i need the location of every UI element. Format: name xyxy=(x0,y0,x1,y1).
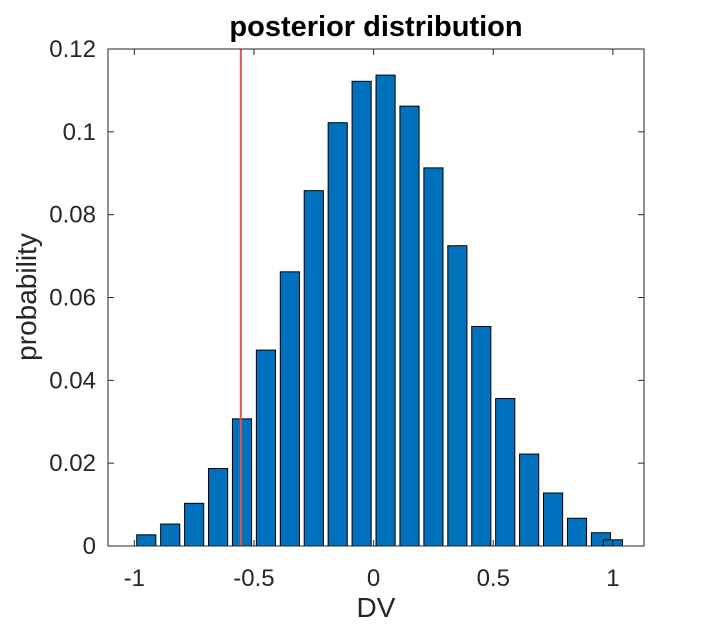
chart-title: posterior distribution xyxy=(229,11,522,43)
bar xyxy=(519,453,540,547)
y-tick-label: 0.12 xyxy=(49,36,96,63)
bar xyxy=(375,74,396,547)
y-tick-label: 0.02 xyxy=(49,450,96,477)
y-axis-label: probability xyxy=(11,233,42,361)
y-tick-label: 0.06 xyxy=(49,285,96,312)
x-tick-label: -0.5 xyxy=(233,565,274,592)
bar xyxy=(399,105,420,547)
bar xyxy=(184,502,205,547)
y-tick-label: 0.04 xyxy=(49,367,96,394)
x-tick-label: 1 xyxy=(606,565,619,592)
bar xyxy=(279,271,300,547)
bar xyxy=(327,122,348,547)
bar xyxy=(303,190,324,547)
bar xyxy=(208,468,229,547)
x-tick-label: -1 xyxy=(124,565,145,592)
bar xyxy=(423,167,444,547)
bar xyxy=(255,349,277,547)
bar xyxy=(447,245,468,547)
bar xyxy=(160,523,181,547)
x-axis-label: DV xyxy=(357,592,396,623)
x-tick-label: 0 xyxy=(367,565,380,592)
x-tick-label: 0.5 xyxy=(477,565,510,592)
bar xyxy=(471,325,492,547)
bar xyxy=(495,398,516,547)
x-axis-ticks: -1 -0.5 0 0.5 1 xyxy=(124,49,620,592)
plot-area: -1 -0.5 0 0.5 1 0 0.02 0.04 0.06 0.08 0.1 0.12 xyxy=(49,36,645,592)
bar xyxy=(231,418,253,547)
bar xyxy=(543,492,564,547)
y-tick-label: 0.08 xyxy=(49,202,96,229)
bar xyxy=(351,80,372,547)
bar xyxy=(566,517,588,547)
bars-layer xyxy=(136,74,623,547)
y-axis-ticks: 0 0.02 0.04 0.06 0.08 0.1 0.12 xyxy=(49,36,644,560)
y-tick-label: 0 xyxy=(83,533,96,560)
y-tick-label: 0.1 xyxy=(63,119,96,146)
bar xyxy=(136,534,157,547)
